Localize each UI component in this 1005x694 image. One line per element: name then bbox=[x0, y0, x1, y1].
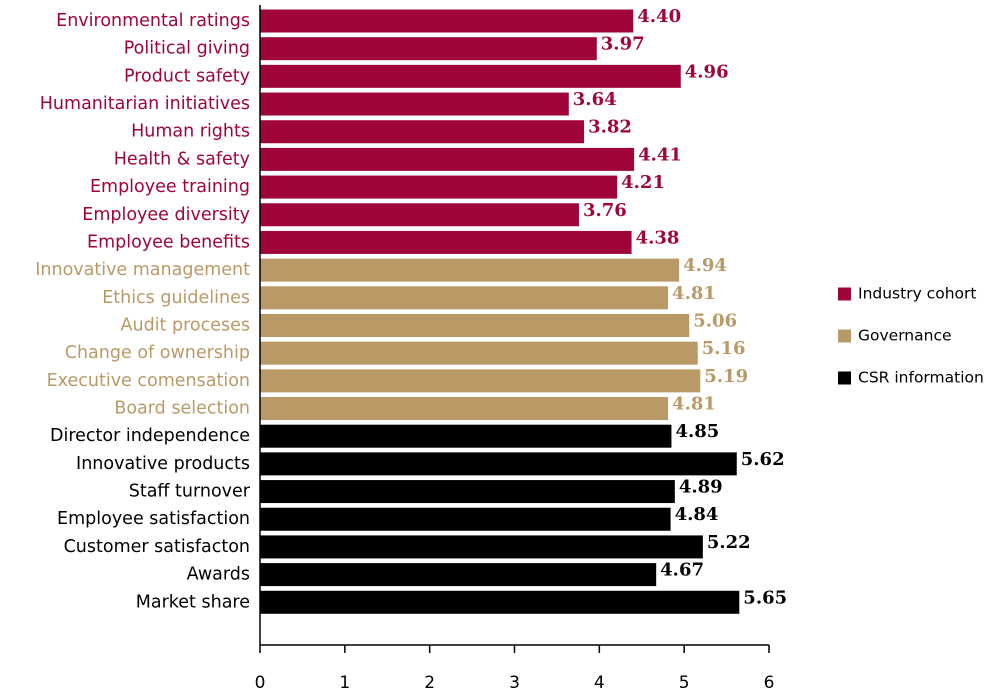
legend-label: Governance bbox=[858, 327, 952, 345]
bar bbox=[260, 175, 618, 199]
bar bbox=[260, 258, 680, 282]
bar bbox=[260, 452, 737, 476]
value-label: 4.81 bbox=[672, 394, 716, 415]
value-label: 4.21 bbox=[621, 172, 665, 193]
category-label: Human rights bbox=[131, 122, 250, 142]
category-label: Environmental ratings bbox=[56, 11, 250, 31]
category-label: Ethics guidelines bbox=[102, 288, 250, 308]
bar bbox=[260, 120, 585, 144]
bar bbox=[260, 341, 698, 365]
bar bbox=[260, 230, 632, 254]
bar bbox=[260, 424, 672, 448]
category-label: Political giving bbox=[124, 39, 250, 59]
x-tick-label: 6 bbox=[764, 673, 775, 693]
category-label: Humanitarian initiatives bbox=[40, 94, 250, 114]
value-label: 4.41 bbox=[638, 144, 682, 165]
x-tick-label: 3 bbox=[509, 673, 520, 693]
category-label: Employee benefits bbox=[87, 232, 250, 252]
value-label: 4.96 bbox=[685, 61, 729, 82]
bar bbox=[260, 9, 634, 33]
category-label: Employee satisfaction bbox=[57, 509, 250, 529]
bar bbox=[260, 507, 671, 531]
bar bbox=[260, 286, 669, 310]
category-label: Director independence bbox=[50, 426, 250, 446]
category-label: Employee training bbox=[90, 177, 250, 197]
value-label: 4.94 bbox=[683, 255, 727, 276]
value-label: 3.76 bbox=[583, 200, 627, 221]
category-label: Change of ownership bbox=[65, 343, 250, 363]
bar bbox=[260, 563, 657, 587]
bar bbox=[260, 590, 740, 614]
category-label: Employee diversity bbox=[82, 205, 250, 225]
legend-label: Industry cohort bbox=[858, 285, 976, 303]
x-tick-label: 0 bbox=[255, 673, 266, 693]
bar bbox=[260, 37, 597, 61]
value-label: 5.65 bbox=[743, 587, 787, 608]
bar bbox=[260, 64, 681, 88]
category-label: Product safety bbox=[124, 66, 250, 86]
value-label: 3.64 bbox=[573, 89, 617, 110]
value-label: 4.67 bbox=[660, 560, 704, 581]
legend-swatch bbox=[838, 287, 851, 301]
category-label: Market share bbox=[136, 592, 250, 612]
legend-swatch bbox=[838, 329, 851, 343]
value-label: 4.85 bbox=[675, 421, 719, 442]
x-tick-label: 1 bbox=[339, 673, 350, 693]
category-label: Board selection bbox=[114, 399, 250, 419]
bar bbox=[260, 480, 675, 504]
value-label: 4.81 bbox=[672, 283, 716, 304]
legend-swatch bbox=[838, 371, 851, 385]
bar bbox=[260, 313, 690, 337]
bar bbox=[260, 203, 579, 227]
value-label: 5.19 bbox=[704, 366, 748, 387]
bar bbox=[260, 92, 569, 116]
category-label: Audit proceses bbox=[121, 315, 250, 335]
x-tick-label: 5 bbox=[679, 673, 690, 693]
value-label: 4.84 bbox=[675, 504, 719, 525]
category-label: Innovative management bbox=[35, 260, 250, 280]
value-label: 5.06 bbox=[693, 310, 737, 331]
category-label: Staff turnover bbox=[129, 482, 251, 502]
value-label: 5.22 bbox=[707, 532, 751, 553]
category-label: Customer satisfacton bbox=[64, 537, 250, 557]
bar bbox=[260, 535, 703, 559]
bar bbox=[260, 147, 635, 171]
legend-label: CSR information bbox=[858, 369, 984, 387]
x-tick-label: 4 bbox=[594, 673, 605, 693]
category-label: Health & safety bbox=[114, 149, 250, 169]
category-label: Innovative products bbox=[76, 454, 250, 474]
value-label: 5.16 bbox=[702, 338, 746, 359]
bar bbox=[260, 369, 701, 393]
value-label: 5.62 bbox=[741, 449, 785, 470]
value-label: 4.40 bbox=[637, 6, 681, 27]
value-label: 4.89 bbox=[679, 477, 723, 498]
value-label: 3.97 bbox=[601, 34, 645, 55]
x-tick-label: 2 bbox=[424, 673, 435, 693]
value-label: 3.82 bbox=[588, 117, 632, 138]
value-label: 4.38 bbox=[636, 227, 680, 248]
category-label: Awards bbox=[187, 565, 250, 585]
category-label: Executive comensation bbox=[47, 371, 250, 391]
bar bbox=[260, 397, 669, 421]
